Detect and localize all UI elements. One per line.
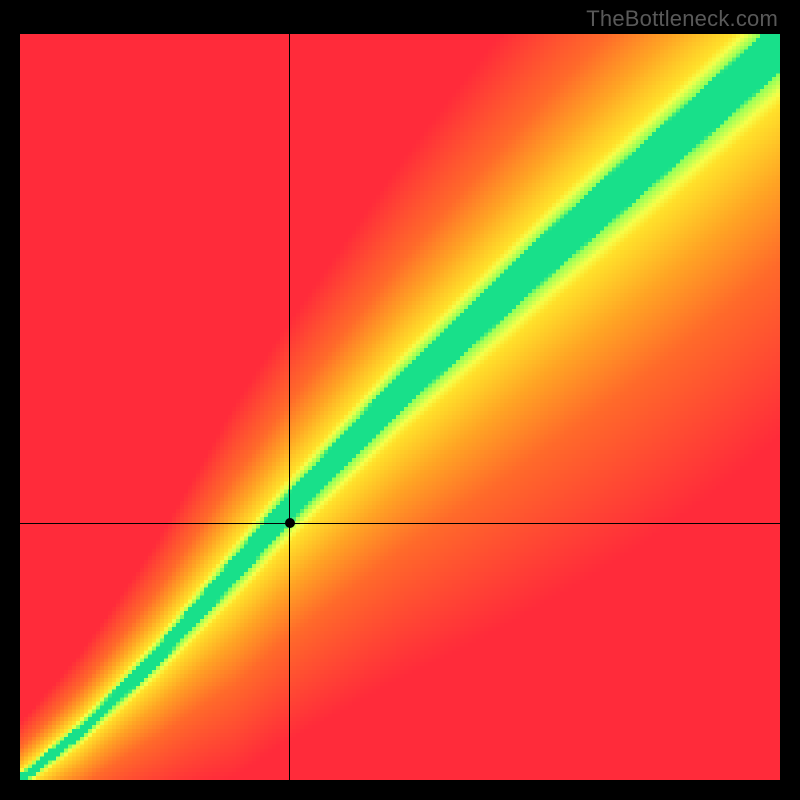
heatmap-canvas [20,34,780,780]
crosshair-horizontal [20,523,780,524]
crosshair-vertical [289,34,290,780]
watermark-text: TheBottleneck.com [586,6,778,32]
chart-container: TheBottleneck.com [0,0,800,800]
heatmap-plot [20,34,780,780]
marker-dot [285,518,295,528]
